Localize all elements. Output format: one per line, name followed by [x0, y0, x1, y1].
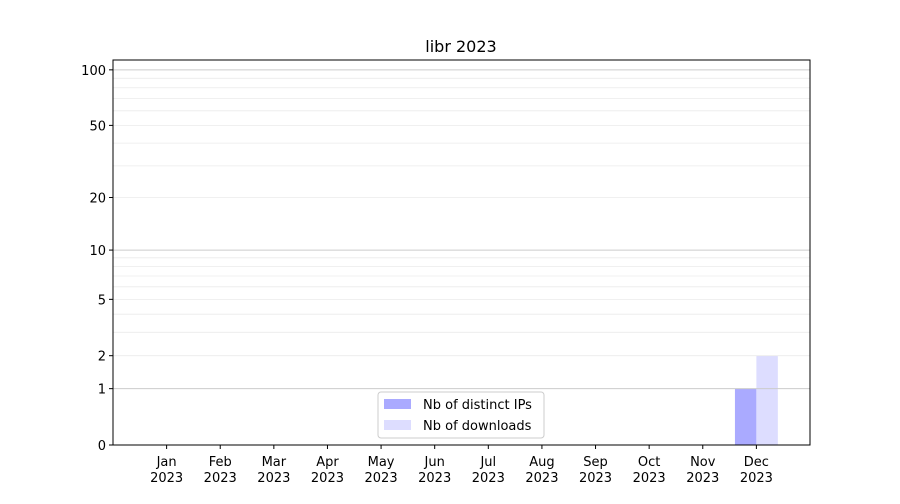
x-tick-label: Oct: [638, 455, 660, 470]
x-tick-label: 2023: [740, 471, 773, 486]
y-tick-label: 1: [98, 383, 106, 398]
x-tick-label: Apr: [316, 455, 339, 470]
x-tick-label: Jul: [479, 455, 496, 470]
x-tick-label: 2023: [525, 471, 558, 486]
x-tick-label: 2023: [311, 471, 344, 486]
bars: [734, 355, 778, 445]
y-tick-label: 100: [81, 64, 106, 79]
x-tick-label: 2023: [150, 471, 183, 486]
y-tick-label: 2: [98, 350, 106, 365]
x-tick-label: Feb: [209, 455, 232, 470]
legend-box: [377, 391, 545, 439]
chart-title: libr 2023: [425, 37, 496, 56]
legend: Nb of distinct IPs Nb of downloads: [377, 391, 545, 439]
x-tick-label: 2023: [686, 471, 719, 486]
y-tick-label: 20: [89, 192, 106, 207]
x-tick-label: Jun: [424, 455, 445, 470]
x-tick-label: Mar: [262, 455, 287, 470]
bar-distinct-ips: [734, 388, 757, 445]
x-tick-label: 2023: [257, 471, 290, 486]
legend-label: Nb of downloads: [423, 419, 532, 434]
x-tick-label: 2023: [418, 471, 451, 486]
legend-swatch: [384, 420, 411, 430]
x-tick-label: 2023: [204, 471, 237, 486]
x-axis: Jan2023Feb2023Mar2023Apr2023May2023Jun20…: [150, 445, 773, 486]
y-tick-label: 10: [89, 244, 106, 259]
x-tick-label: Nov: [690, 455, 716, 470]
x-tick-label: 2023: [633, 471, 666, 486]
x-tick-label: Dec: [744, 455, 769, 470]
y-tick-label: 5: [98, 293, 106, 308]
x-tick-label: Aug: [529, 455, 554, 470]
x-tick-label: 2023: [472, 471, 505, 486]
bar-downloads: [756, 355, 778, 445]
y-axis: 0 1 2 5 10 20 50 100: [81, 64, 113, 454]
x-tick-label: 2023: [579, 471, 612, 486]
x-tick-label: Jan: [156, 455, 177, 470]
x-tick-label: 2023: [365, 471, 398, 486]
x-tick-label: May: [368, 455, 395, 470]
x-tick-label: Sep: [583, 455, 608, 470]
plot-frame: [112, 59, 811, 446]
legend-swatch: [384, 399, 411, 409]
y-tick-label: 0: [98, 439, 106, 454]
y-tick-label: 50: [89, 119, 106, 134]
legend-label: Nb of distinct IPs: [423, 398, 532, 413]
